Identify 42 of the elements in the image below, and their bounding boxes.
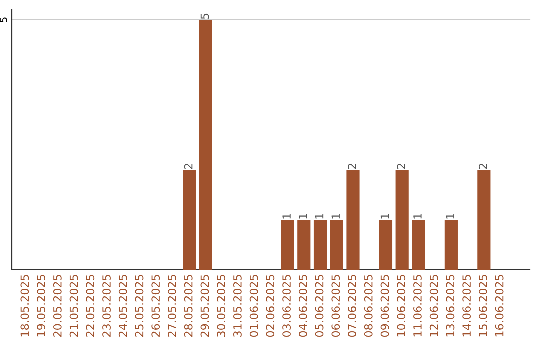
x-tick-label: 12.06.2025 [430, 275, 438, 337]
x-tick-label: 26.05.2025 [152, 275, 160, 337]
x-tick-label: 15.06.2025 [478, 275, 488, 337]
x-tick-label: 11.06.2025 [414, 275, 422, 337]
x-tick-label: 30.05.2025 [217, 275, 226, 337]
x-tick-label: 08.06.2025 [364, 275, 373, 338]
x-tick-label: 20.05.2025 [53, 275, 62, 337]
data-label: 1 [315, 214, 324, 219]
data-label: 2 [397, 164, 406, 170]
data-label: 1 [380, 214, 390, 219]
x-tick-label: 29.05.2025 [200, 275, 210, 337]
x-tick-label: 16.06.2025 [495, 275, 504, 337]
x-tick-label: 22.05.2025 [86, 275, 95, 337]
x-tick-label: 24.05.2025 [118, 275, 128, 337]
x-tick-label: 31.05.2025 [233, 275, 242, 337]
x-tick-label: 09.06.2025 [380, 275, 390, 338]
x-tick-label: 21.05.2025 [70, 275, 78, 337]
data-label: 1 [332, 214, 340, 219]
data-label: 1 [299, 214, 308, 219]
data-label: 1 [414, 214, 422, 219]
x-tick-label: 02.06.2025 [266, 275, 275, 338]
x-tick-label: 14.06.2025 [462, 275, 472, 337]
x-tick-label: 03.06.2025 [282, 275, 291, 338]
x-tick-label: 10.06.2025 [397, 275, 406, 337]
x-tick-label: 13.06.2025 [446, 275, 455, 337]
x-tick-label: 04.06.2025 [298, 275, 308, 338]
x-tick-label: 19.05.2025 [37, 275, 46, 337]
x-tick-label: 06.06.2025 [332, 275, 340, 338]
x-tick-label: 27.05.2025 [168, 275, 176, 337]
x-tick-label: 28.05.2025 [184, 275, 193, 337]
x-tick-label: 23.05.2025 [102, 275, 111, 337]
x-tick-label: 25.05.2025 [135, 275, 144, 337]
x-tick-label: 18.05.2025 [20, 275, 30, 337]
data-label: 2 [348, 164, 356, 170]
data-label: 2 [184, 164, 193, 170]
x-tick-label: 01.06.2025 [250, 275, 258, 338]
data-label: 1 [282, 214, 291, 219]
data-label: 2 [478, 164, 488, 170]
x-tick-label: 07.06.2025 [348, 275, 356, 338]
data-label: 5 [200, 14, 210, 20]
data-label: 1 [446, 214, 455, 219]
x-tick-label: 05.06.2025 [315, 275, 324, 338]
